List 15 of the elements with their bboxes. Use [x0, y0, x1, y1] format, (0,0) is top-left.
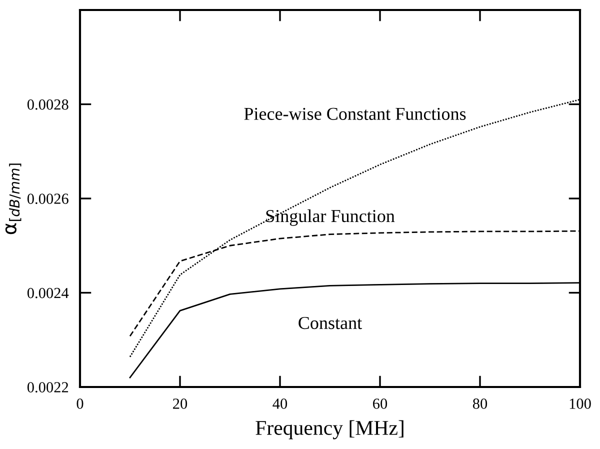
- series-label: Singular Function: [266, 209, 395, 226]
- x-axis-title: Frequency [MHz]: [256, 420, 404, 440]
- x-tick-label: 0: [76, 398, 84, 409]
- y-tick-label: 0.0022: [27, 382, 68, 393]
- x-tick-label: 100: [570, 398, 591, 409]
- y-tick-label: 0.0026: [27, 194, 68, 204]
- y-tick-label: 0.0024: [27, 288, 69, 298]
- x-tick-label: 40: [272, 398, 288, 409]
- x-tick-label: 80: [472, 398, 488, 409]
- y-tick-label: 0.0028: [27, 99, 68, 110]
- x-tick-label: 20: [173, 398, 188, 409]
- series-label: Constant: [298, 316, 362, 330]
- y-axis-title: α$_{[dB/mm]}$: [5, 164, 22, 234]
- series-label: Piece-wise Constant Functions: [244, 108, 466, 120]
- x-tick-label: 60: [373, 398, 388, 409]
